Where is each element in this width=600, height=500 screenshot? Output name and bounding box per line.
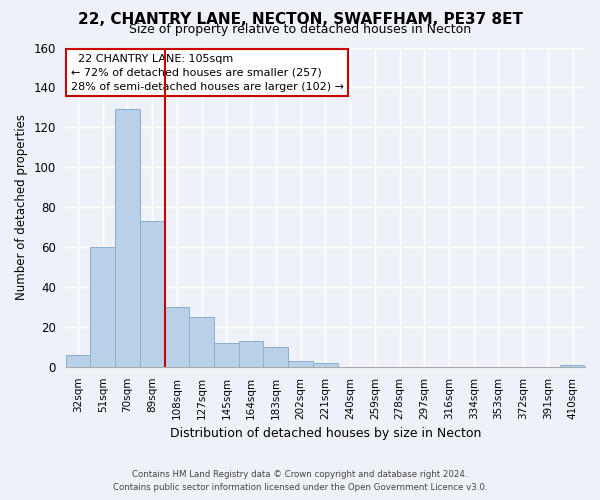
Bar xyxy=(560,365,585,367)
Bar xyxy=(313,363,338,367)
Text: Contains HM Land Registry data © Crown copyright and database right 2024.
Contai: Contains HM Land Registry data © Crown c… xyxy=(113,470,487,492)
Bar xyxy=(190,317,214,367)
X-axis label: Distribution of detached houses by size in Necton: Distribution of detached houses by size … xyxy=(170,427,481,440)
Bar xyxy=(239,341,263,367)
Text: 22, CHANTRY LANE, NECTON, SWAFFHAM, PE37 8ET: 22, CHANTRY LANE, NECTON, SWAFFHAM, PE37… xyxy=(77,12,523,28)
Bar xyxy=(115,110,140,367)
Bar xyxy=(91,247,115,367)
Bar xyxy=(214,343,239,367)
Text: Size of property relative to detached houses in Necton: Size of property relative to detached ho… xyxy=(129,22,471,36)
Bar xyxy=(288,361,313,367)
Bar xyxy=(263,347,288,367)
Bar xyxy=(140,221,164,367)
Y-axis label: Number of detached properties: Number of detached properties xyxy=(15,114,28,300)
Text: 22 CHANTRY LANE: 105sqm  
← 72% of detached houses are smaller (257)
28% of semi: 22 CHANTRY LANE: 105sqm ← 72% of detache… xyxy=(71,54,344,92)
Bar xyxy=(164,307,190,367)
Bar xyxy=(65,355,91,367)
